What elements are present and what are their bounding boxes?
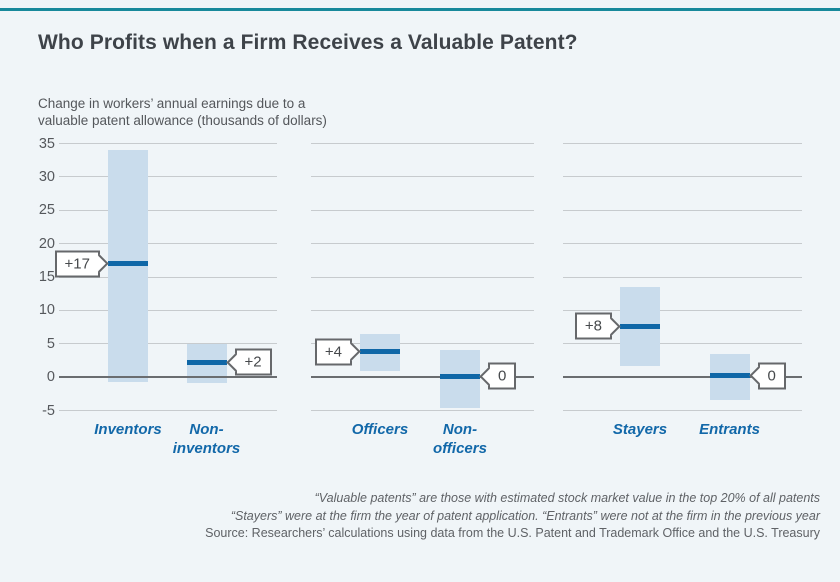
category-label-line: officers	[433, 440, 487, 457]
callout-pointer-icon	[479, 367, 498, 386]
category-label-line: Non-	[442, 421, 478, 438]
category-label-line: Entrants	[699, 421, 760, 438]
gridline	[59, 276, 277, 278]
category-label-line: Officers	[351, 421, 409, 438]
value-callout-label: 0	[767, 367, 776, 385]
top-accent-rule	[0, 8, 840, 11]
zero-baseline	[59, 376, 277, 379]
estimate-line	[440, 373, 480, 379]
gridline	[59, 243, 277, 245]
gridline	[59, 343, 277, 345]
gridline	[563, 410, 802, 411]
y-axis-tick-label: 30	[38, 168, 55, 185]
estimate-line	[186, 359, 227, 365]
gridline	[563, 243, 802, 245]
y-axis-tick-label: 5	[46, 335, 55, 352]
chart-subtitle-line-2: valuable patent allowance (thousands of …	[38, 113, 327, 128]
zero-baseline	[311, 376, 534, 379]
callout-pointer-icon	[225, 353, 245, 372]
value-callout-label: +17	[64, 255, 90, 273]
confidence-band	[440, 350, 480, 408]
gridline	[563, 209, 802, 211]
category-label-line: Inventors	[94, 421, 162, 438]
estimate-line	[709, 373, 750, 379]
value-callout-label: +4	[324, 343, 342, 361]
gridline	[59, 176, 277, 178]
gridline	[563, 143, 802, 144]
callout-pointer-icon	[602, 317, 621, 336]
value-callout-label: 0	[498, 367, 507, 385]
page-title: Who Profits when a Firm Receives a Valua…	[38, 31, 578, 54]
callout-pointer-icon	[342, 342, 361, 361]
y-axis-tick-label: 0	[46, 369, 55, 386]
gridline	[59, 410, 277, 411]
gridline	[563, 276, 802, 278]
chart-subtitle: Change in workers’ annual earnings due t…	[38, 95, 327, 129]
gridline	[311, 410, 534, 411]
callout-pointer-icon	[90, 254, 109, 273]
category-label: Officers	[320, 420, 440, 439]
footnote-source: Source: Researchers’ calculations using …	[205, 526, 820, 540]
category-label: Non-inventors	[147, 420, 267, 458]
callout-pointer-icon	[748, 366, 768, 385]
value-callout: 0	[479, 362, 517, 390]
category-label-line: Non-	[189, 421, 224, 438]
gridline	[311, 209, 534, 211]
y-axis-tick-label: 25	[38, 202, 55, 219]
y-axis-tick-label: 20	[38, 235, 55, 252]
gridline	[563, 343, 802, 345]
gridline	[563, 176, 802, 178]
category-label: Inventors	[68, 420, 188, 439]
gridline	[59, 143, 277, 144]
gridline	[311, 343, 534, 345]
zero-baseline	[563, 376, 802, 379]
y-axis-tick-label: 35	[38, 135, 55, 152]
gridline	[311, 143, 534, 144]
value-callout: 0	[748, 362, 786, 390]
value-callout-label: +2	[244, 353, 262, 371]
category-label: Non-officers	[400, 420, 520, 458]
y-axis-tick-label: 15	[38, 269, 55, 285]
category-label-line: Stayers	[612, 421, 668, 438]
value-callout: +17	[54, 250, 109, 278]
gridline	[311, 243, 534, 245]
value-callout: +8	[574, 312, 621, 340]
footnote-valuable-patents: “Valuable patents” are those with estima…	[314, 491, 820, 505]
y-axis-tick-label: 10	[38, 302, 55, 319]
footnote-stayers-entrants: “Stayers” were at the firm the year of p…	[230, 508, 820, 523]
gridline	[311, 309, 534, 311]
estimate-line	[620, 323, 660, 329]
value-callout: +4	[314, 338, 361, 366]
footnotes: “Valuable patents” are those with estima…	[120, 491, 820, 545]
category-label: Entrants	[670, 420, 790, 439]
gridline	[59, 209, 277, 211]
category-label: Stayers	[580, 420, 700, 439]
category-label-line: inventors	[172, 440, 241, 457]
value-callout: +2	[225, 348, 272, 376]
y-axis-tick-label: -5	[42, 402, 55, 419]
value-callout-label: +8	[584, 317, 602, 335]
estimate-line	[108, 261, 148, 267]
estimate-line	[360, 349, 400, 355]
gridline	[311, 276, 534, 278]
gridline	[563, 309, 802, 311]
chart-subtitle-line-1: Change in workers’ annual earnings due t…	[38, 96, 306, 111]
gridline	[59, 309, 277, 311]
gridline	[311, 176, 534, 178]
